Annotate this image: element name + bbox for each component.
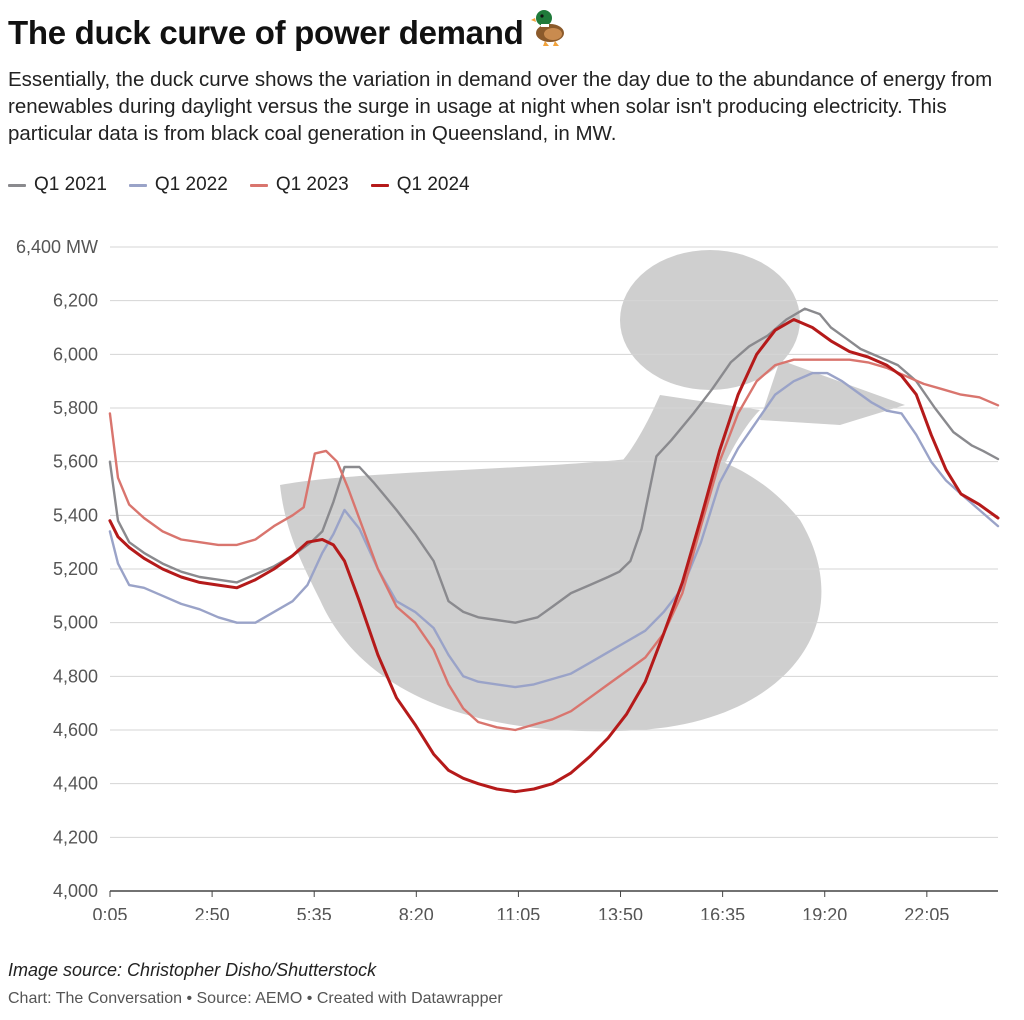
image-source: Image source: Christopher Disho/Shutters…	[8, 960, 377, 980]
legend-item-q1-2023: Q1 2023	[249, 174, 349, 196]
y-tick-label: 5,000	[53, 613, 98, 633]
y-tick-label: 4,600	[53, 720, 98, 740]
title-text: The duck curve of power demand	[8, 14, 524, 51]
duck-watermark-icon	[280, 250, 905, 732]
chart-title: The duck curve of power demand	[8, 6, 569, 54]
legend-swatch	[8, 183, 26, 187]
y-tick-label: 6,200	[53, 291, 98, 311]
legend-swatch	[370, 183, 389, 187]
y-tick-label: 4,200	[53, 827, 98, 847]
legend-label: Q1 2021	[34, 174, 107, 195]
duck-icon	[531, 6, 569, 54]
y-tick-label: 5,200	[53, 559, 98, 579]
legend-item-q1-2024: Q1 2024	[370, 174, 470, 196]
legend-item-q1-2021: Q1 2021	[8, 174, 107, 196]
y-tick-label: 4,000	[53, 881, 98, 901]
y-tick-label: 4,400	[53, 774, 98, 794]
x-tick-label: 8:20	[399, 905, 434, 920]
chart-subtitle: Essentially, the duck curve shows the va…	[8, 68, 993, 145]
x-tick-label: 16:35	[700, 905, 745, 920]
series-line-q1-2022	[108, 371, 1000, 689]
line-chart: 4,000 4,200 4,400 4,600 4,800 5,000 5,200 5,400…	[16, 237, 1000, 920]
y-tick-label: 5,400	[53, 505, 98, 525]
legend-item-q1-2022: Q1 2022	[128, 174, 228, 196]
chart-credits: Chart: The Conversation • Source: AEMO •…	[8, 990, 503, 1007]
legend-swatch	[249, 183, 268, 187]
legend-label: Q1 2022	[154, 174, 228, 195]
x-axis: 0:05 2:50 5:35 8:20 11:05 13:50 16:35 19:20 22:0…	[92, 891, 949, 920]
y-tick-label: 6,400 MW	[16, 237, 98, 257]
legend: Q1 2021 Q1 2022 Q1 2023 Q1 2024	[8, 174, 492, 196]
x-tick-label: 22:05	[904, 905, 949, 920]
x-tick-label: 0:05	[92, 905, 127, 920]
series-line-q1-2024	[108, 318, 1000, 794]
y-axis: 4,000 4,200 4,400 4,600 4,800 5,000 5,200 5,400…	[16, 237, 98, 901]
series-line-q1-2021	[108, 307, 1000, 624]
gridlines	[110, 246, 998, 892]
legend-label: Q1 2023	[275, 174, 349, 195]
x-tick-label: 19:20	[802, 905, 847, 920]
x-tick-label: 13:50	[598, 905, 643, 920]
legend-swatch	[128, 183, 147, 187]
series-lines	[108, 307, 1000, 794]
series-line-q1-2023	[108, 358, 1000, 732]
y-tick-label: 6,000	[53, 344, 98, 364]
x-tick-label: 11:05	[497, 905, 541, 920]
legend-label: Q1 2024	[396, 174, 470, 195]
x-tick-label: 2:50	[195, 905, 230, 920]
y-tick-label: 5,600	[53, 452, 98, 472]
y-tick-label: 4,800	[53, 666, 98, 686]
y-tick-label: 5,800	[53, 398, 98, 418]
x-tick-label: 5:35	[297, 905, 332, 920]
